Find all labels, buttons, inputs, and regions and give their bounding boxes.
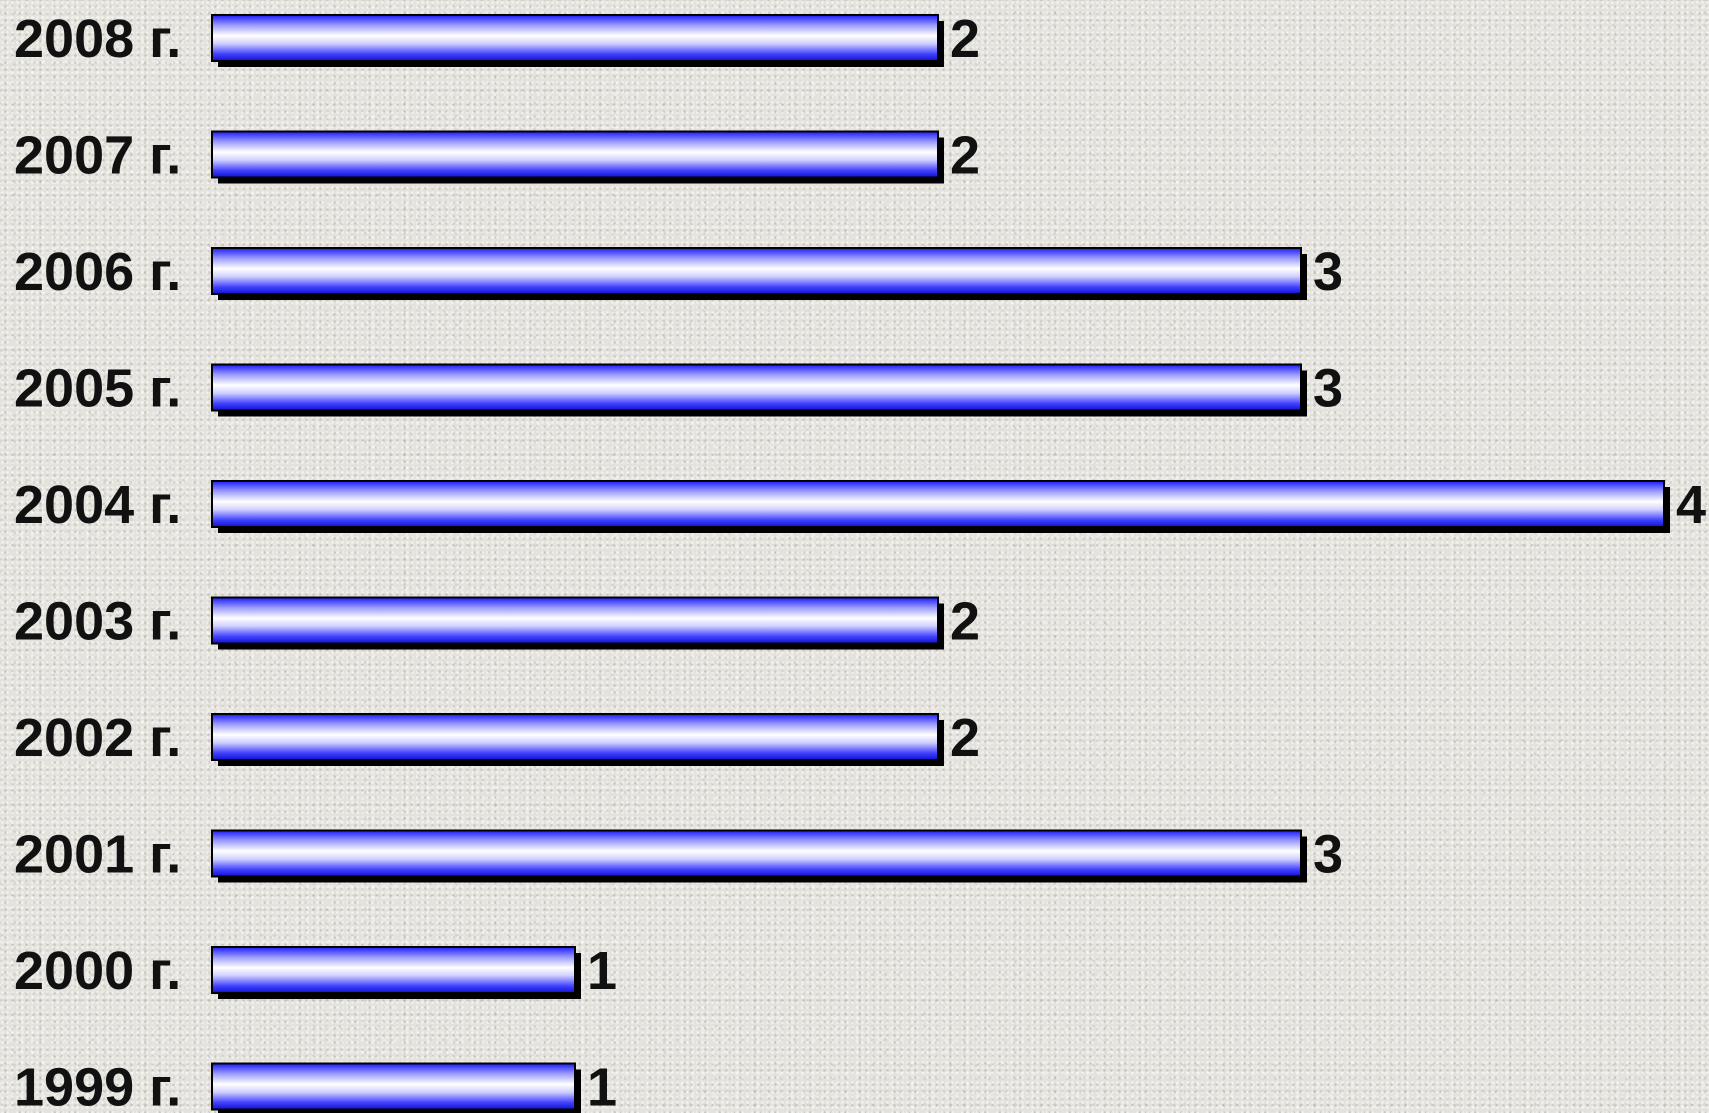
bar-group (211, 829, 1307, 883)
bar-group (211, 1062, 581, 1113)
bar-group (211, 596, 944, 650)
bar (211, 829, 1302, 878)
bar-group (211, 14, 944, 67)
data-label: 3 (1313, 359, 1343, 419)
data-label: 4 (1676, 475, 1706, 535)
data-label: 1 (587, 941, 617, 1001)
bar (211, 713, 939, 761)
labels-layer: 2008 г. 2 2007 г. 2 2006 г. 3 2005 г. 3 2004 г. 4… (14, 9, 1706, 1113)
category-label: 2008 г. (14, 9, 181, 69)
bar-group (211, 363, 1307, 417)
bar (211, 14, 939, 62)
category-label: 1999 г. (14, 1058, 181, 1113)
category-label: 2000 г. (14, 941, 181, 1001)
bar (211, 946, 576, 994)
category-label: 2007 г. (14, 126, 181, 186)
category-label: 2004 г. (14, 475, 181, 535)
bar (211, 247, 1302, 295)
data-label: 3 (1313, 242, 1343, 302)
category-label: 2001 г. (14, 825, 181, 885)
category-label: 2002 г. (14, 708, 181, 768)
category-label: 2006 г. (14, 242, 181, 302)
bars-layer (211, 14, 1670, 1113)
data-label: 2 (950, 708, 980, 768)
bar (211, 596, 939, 645)
bar-group (211, 130, 944, 184)
category-label: 2003 г. (14, 592, 181, 652)
category-label: 2005 г. (14, 359, 181, 419)
bar-group (211, 713, 944, 766)
bar (211, 480, 1665, 528)
data-label: 2 (950, 9, 980, 69)
bar-group (211, 480, 1670, 533)
bar-group (211, 946, 581, 999)
data-label: 2 (950, 126, 980, 186)
bar (211, 1062, 576, 1111)
bar-group (211, 247, 1307, 300)
data-label: 3 (1313, 825, 1343, 885)
data-label: 1 (587, 1058, 617, 1113)
bar (211, 130, 939, 179)
bar (211, 363, 1302, 412)
data-label: 2 (950, 592, 980, 652)
